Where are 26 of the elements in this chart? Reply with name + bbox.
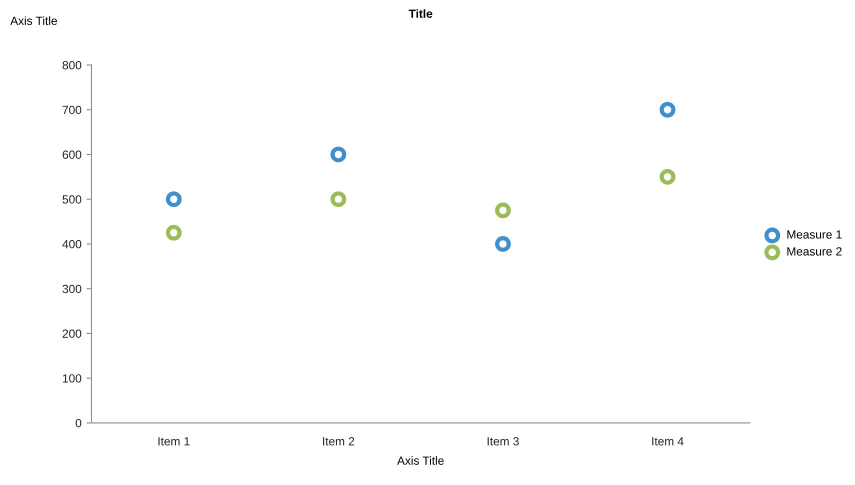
y-tick-label: 0	[76, 418, 82, 428]
legend-label: Measure 2	[787, 247, 842, 256]
point	[166, 224, 182, 241]
y-axis-title: Axis Title	[10, 16, 57, 25]
y-tick-label: 600	[62, 150, 82, 159]
y-tick-label: 800	[62, 61, 82, 70]
x-tick-label: Item 4	[652, 437, 684, 446]
point	[660, 168, 676, 185]
point	[330, 146, 346, 162]
x-tick-label: Item 1	[158, 437, 190, 446]
y-tick-label: 500	[62, 195, 82, 204]
y-tick-label: 700	[62, 106, 82, 114]
point	[660, 102, 676, 118]
x-axis-title: Axis Title	[397, 456, 444, 465]
point	[330, 191, 346, 208]
y-tick-label: 400	[62, 240, 82, 248]
point	[166, 191, 182, 208]
point	[495, 202, 511, 218]
y-tick-label: 300	[62, 284, 82, 294]
y-tick-label: 200	[62, 329, 82, 338]
y-tick-label: 100	[62, 374, 82, 383]
x-tick-label: Item 3	[488, 437, 519, 446]
chart-title: Title	[408, 9, 432, 18]
legend-label: Measure 1	[787, 230, 842, 239]
point	[495, 236, 511, 252]
x-tick-label: Item 2	[323, 437, 354, 446]
